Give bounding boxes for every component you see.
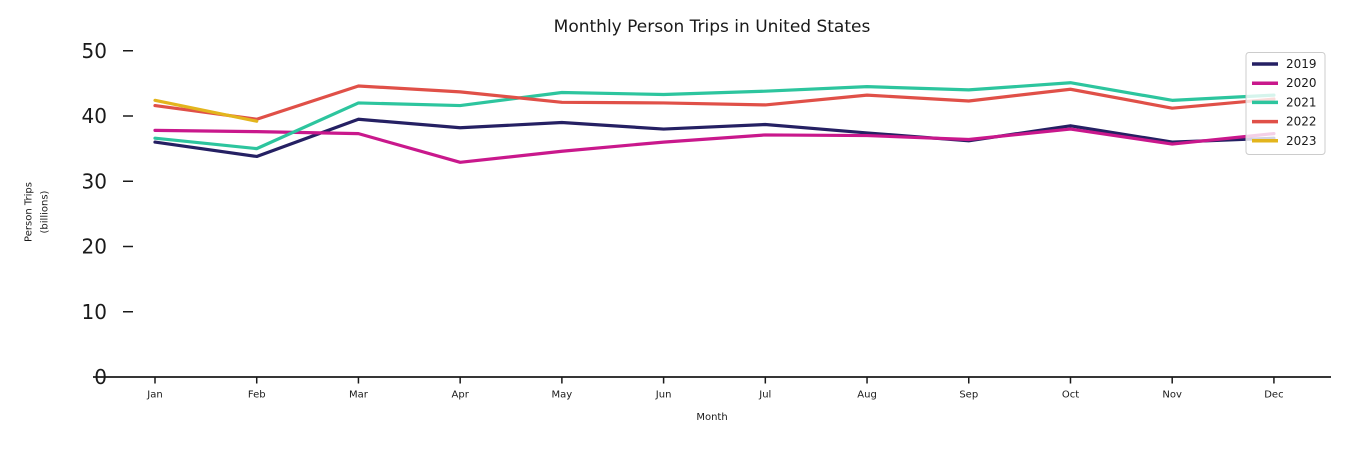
legend-label-2020: 2020 [1286,76,1317,90]
y-tick-label-10: 10 [82,300,107,324]
x-tick-label-Jul: Jul [758,389,771,400]
x-axis-label: Month [696,412,728,423]
legend-label-2021: 2021 [1286,95,1317,109]
x-tick-label-Feb: Feb [248,389,266,400]
x-tick-label-Jan: Jan [146,389,162,400]
x-tick-label-Nov: Nov [1162,389,1182,400]
x-tick-label-May: May [552,389,573,400]
y-tick-label-0: 0 [94,365,107,389]
legend-label-2022: 2022 [1286,115,1317,129]
y-tick-label-40: 40 [82,104,107,128]
series-line-2021 [153,81,1276,151]
y-tick-label-30: 30 [82,169,107,193]
x-tick-label-Apr: Apr [452,389,470,400]
x-tick-label-Jun: Jun [655,389,672,400]
series-line-2019 [153,117,1276,159]
x-tick-label-Sep: Sep [959,389,978,400]
series-line-2020 [153,127,1276,164]
y-tick-label-50: 50 [82,39,107,63]
series-line-2022 [153,84,1276,121]
chart-title: Monthly Person Trips in United States [553,17,871,37]
legend-box [1245,52,1326,155]
x-tick-label-Oct: Oct [1062,389,1079,400]
x-tick-label-Aug: Aug [857,389,877,400]
series-line-2023 [153,98,259,123]
x-tick-label-Dec: Dec [1264,389,1283,400]
legend-label-2019: 2019 [1286,57,1317,71]
x-tick-label-Mar: Mar [349,389,369,400]
y-tick-label-20: 20 [82,235,107,259]
legend-label-2023: 2023 [1286,134,1317,148]
